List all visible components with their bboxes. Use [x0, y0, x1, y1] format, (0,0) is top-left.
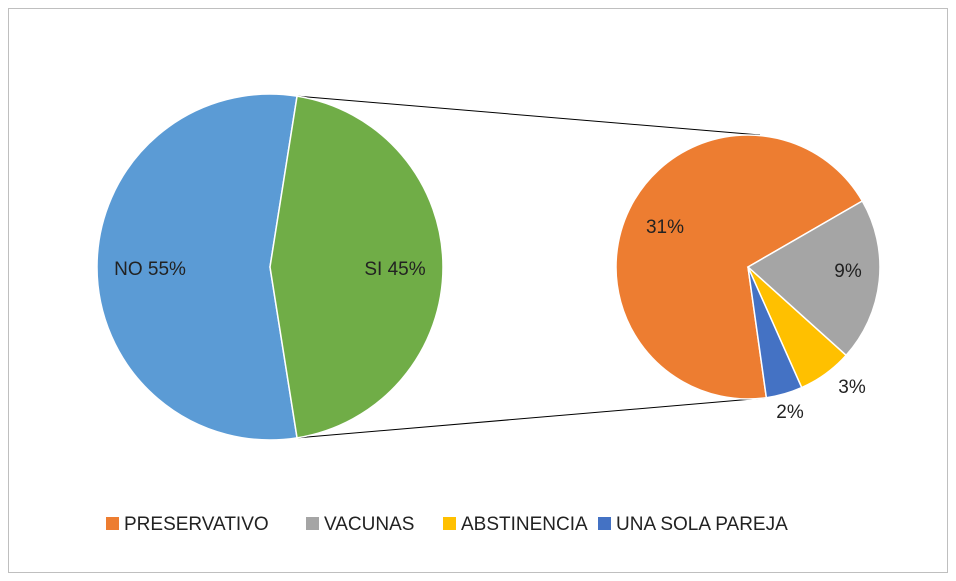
- legend-swatch: [443, 517, 456, 530]
- data-label: SI 45%: [364, 259, 425, 280]
- pie-slice: [747, 266, 803, 399]
- connector-line: [297, 95, 761, 136]
- data-label: NO 55%: [114, 259, 186, 280]
- connector-line: [297, 397, 766, 439]
- pie-slice: [746, 199, 881, 357]
- legend-swatch: [598, 517, 611, 530]
- data-label: 9%: [834, 261, 862, 282]
- legend-label: ABSTINENCIA: [461, 514, 588, 535]
- legend-swatch: [106, 517, 119, 530]
- pie-slice: [269, 95, 444, 439]
- data-label: 3%: [838, 377, 866, 398]
- pie-slice: [96, 93, 298, 441]
- legend-swatch: [306, 517, 319, 530]
- legend-label: VACUNAS: [324, 514, 414, 535]
- legend-label: PRESERVATIVO: [124, 514, 269, 535]
- legend-label: UNA SOLA PAREJA: [616, 514, 788, 535]
- data-label: 2%: [776, 402, 804, 423]
- data-label: 31%: [646, 217, 684, 238]
- pie-slice: [615, 134, 864, 400]
